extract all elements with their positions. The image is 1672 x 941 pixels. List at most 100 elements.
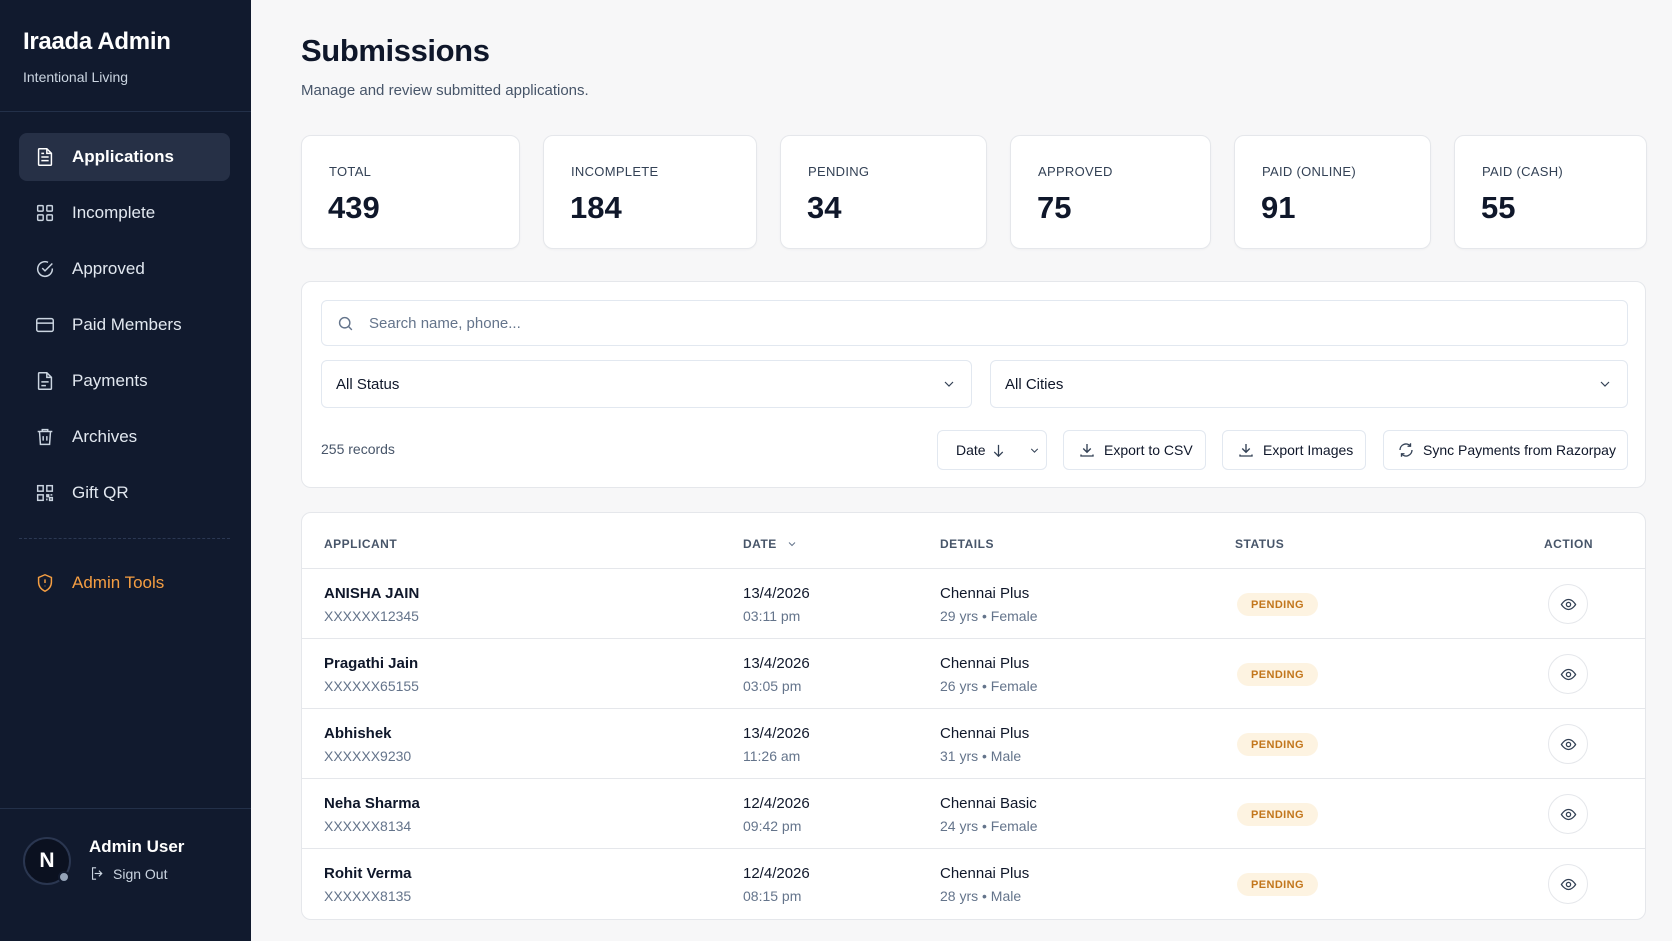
grid-icon [34, 202, 56, 224]
download-icon [1239, 444, 1253, 457]
stat-card-paid-cash: PAID (CASH) 55 [1454, 135, 1647, 249]
stat-label: APPROVED [1038, 164, 1113, 179]
plan-name: Chennai Basic [940, 795, 1037, 812]
refresh-icon [1399, 443, 1413, 457]
log-out-icon [91, 867, 103, 880]
plan-name: Chennai Plus [940, 655, 1030, 672]
column-header-details: DETAILS [940, 537, 994, 551]
view-button[interactable] [1548, 724, 1588, 764]
search-box[interactable] [321, 300, 1628, 346]
plan-name: Chennai Plus [940, 725, 1030, 742]
sidebar-item-paid-members[interactable]: Paid Members [19, 301, 230, 349]
column-header-date[interactable]: DATE [743, 537, 798, 551]
applicant-phone: XXXXXX9230 [324, 748, 412, 764]
stat-value: 439 [328, 190, 380, 225]
sidebar-item-payments[interactable]: Payments [19, 357, 230, 405]
sidebar-item-approved[interactable]: Approved [19, 245, 230, 293]
export-images-button[interactable]: Export Images [1222, 430, 1366, 470]
applicant-name: Neha Sharma [324, 795, 420, 812]
sort-label: Date [956, 442, 986, 458]
brand-subtitle: Intentional Living [23, 69, 129, 85]
submission-date: 13/4/2026 [743, 585, 810, 602]
sort-select[interactable]: Date [937, 430, 1047, 470]
chevron-down-icon [944, 381, 954, 387]
submission-date: 13/4/2026 [743, 725, 810, 742]
sign-out-button[interactable]: Sign Out [89, 865, 167, 882]
submission-time: 09:42 pm [743, 818, 802, 834]
eye-icon [1560, 878, 1576, 890]
status-select[interactable]: All Status [321, 360, 972, 408]
chevron-down-icon [1030, 448, 1039, 453]
stat-card-approved: APPROVED 75 [1010, 135, 1211, 249]
sign-out-label: Sign Out [113, 865, 168, 882]
table-row[interactable]: Abhishek XXXXXX9230 13/4/2026 11:26 am C… [302, 709, 1645, 779]
sidebar-item-label: Incomplete [72, 203, 156, 222]
applicant-phone: XXXXXX65155 [324, 678, 419, 694]
column-header-applicant: APPLICANT [324, 537, 398, 551]
submission-time: 08:15 pm [743, 888, 802, 904]
status-badge: PENDING [1237, 663, 1318, 686]
applicant-phone: XXXXXX8134 [324, 818, 412, 834]
submission-date: 12/4/2026 [743, 795, 810, 812]
download-icon [1080, 444, 1094, 457]
stat-value: 55 [1481, 190, 1516, 225]
export-images-label: Export Images [1263, 442, 1354, 458]
sync-payments-button[interactable]: Sync Payments from Razorpay [1383, 430, 1628, 470]
avatar[interactable]: N [23, 837, 71, 885]
sidebar-item-archives[interactable]: Archives [19, 413, 230, 461]
sidebar-item-admin-tools[interactable]: Admin Tools [19, 559, 230, 607]
user-name: Admin User [89, 837, 185, 856]
status-badge: PENDING [1237, 733, 1318, 756]
applicant-phone: XXXXXX8135 [324, 888, 412, 904]
submissions-table: APPLICANT DATE DETAILS STATUS ACTION ANI… [301, 512, 1646, 920]
export-csv-button[interactable]: Export to CSV [1063, 430, 1206, 470]
applicant-info: 24 yrs • Female [940, 818, 1038, 834]
stat-label: TOTAL [329, 164, 372, 179]
table-row[interactable]: Rohit Verma XXXXXX8135 12/4/2026 08:15 p… [302, 849, 1645, 919]
admin-tools-label: Admin Tools [72, 573, 165, 592]
brand: Iraada Admin Intentional Living [0, 0, 251, 112]
eye-icon [1560, 808, 1576, 820]
stat-card-pending: PENDING 34 [780, 135, 987, 249]
city-select[interactable]: All Cities [990, 360, 1628, 408]
view-button[interactable] [1548, 654, 1588, 694]
stat-label: INCOMPLETE [571, 164, 659, 179]
stat-label: PENDING [808, 164, 870, 179]
chevron-down-icon [1600, 381, 1610, 387]
column-header-status: STATUS [1235, 537, 1285, 551]
table-row[interactable]: ANISHA JAIN XXXXXX12345 13/4/2026 03:11 … [302, 569, 1645, 639]
sidebar: Iraada Admin Intentional Living Applicat… [0, 0, 251, 941]
page-subtitle: Manage and review submitted applications… [301, 82, 589, 99]
table-row[interactable]: Pragathi Jain XXXXXX65155 13/4/2026 03:0… [302, 639, 1645, 709]
status-select-value: All Status [336, 375, 400, 393]
view-button[interactable] [1548, 794, 1588, 834]
status-badge: PENDING [1237, 593, 1318, 616]
stat-label: PAID (CASH) [1482, 164, 1564, 179]
sync-payments-label: Sync Payments from Razorpay [1423, 442, 1616, 458]
stat-card-incomplete: INCOMPLETE 184 [543, 135, 757, 249]
submission-time: 03:05 pm [743, 678, 802, 694]
column-header-date-label: DATE [743, 537, 777, 551]
sidebar-item-label: Approved [72, 259, 145, 278]
sidebar-item-incomplete[interactable]: Incomplete [19, 189, 230, 237]
search-input[interactable] [369, 314, 1569, 332]
filters-panel: All Status All Cities 255 records Date E… [301, 281, 1646, 488]
eye-icon [1560, 598, 1576, 610]
stat-value: 91 [1261, 190, 1296, 225]
column-header-action: ACTION [1544, 537, 1593, 551]
applicant-name: ANISHA JAIN [324, 585, 420, 602]
submission-date: 13/4/2026 [743, 655, 810, 672]
view-button[interactable] [1548, 584, 1588, 624]
shield-icon [37, 573, 53, 593]
status-dot [58, 871, 70, 883]
sidebar-nav: Applications Incomplete Approved Paid Me… [19, 133, 230, 525]
credit-card-icon [34, 314, 56, 336]
archive-icon [34, 426, 56, 448]
sidebar-item-applications[interactable]: Applications [19, 133, 230, 181]
sidebar-item-label: Paid Members [72, 315, 182, 334]
table-row[interactable]: Neha Sharma XXXXXX8134 12/4/2026 09:42 p… [302, 779, 1645, 849]
search-icon [338, 316, 353, 330]
city-select-value: All Cities [1005, 375, 1064, 393]
view-button[interactable] [1548, 864, 1588, 904]
sidebar-item-gift-qr[interactable]: Gift QR [19, 469, 230, 517]
